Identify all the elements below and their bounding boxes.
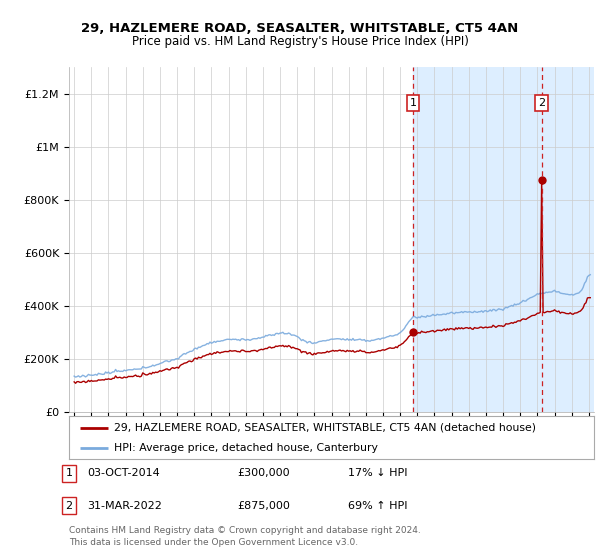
Text: £300,000: £300,000	[237, 468, 290, 478]
Text: 03-OCT-2014: 03-OCT-2014	[87, 468, 160, 478]
Text: HPI: Average price, detached house, Canterbury: HPI: Average price, detached house, Cant…	[113, 444, 377, 453]
Text: 17% ↓ HPI: 17% ↓ HPI	[348, 468, 407, 478]
Text: Contains HM Land Registry data © Crown copyright and database right 2024.: Contains HM Land Registry data © Crown c…	[69, 526, 421, 535]
Text: 31-MAR-2022: 31-MAR-2022	[87, 501, 162, 511]
Text: 29, HAZLEMERE ROAD, SEASALTER, WHITSTABLE, CT5 4AN (detached house): 29, HAZLEMERE ROAD, SEASALTER, WHITSTABL…	[113, 423, 536, 433]
Text: 29, HAZLEMERE ROAD, SEASALTER, WHITSTABLE, CT5 4AN: 29, HAZLEMERE ROAD, SEASALTER, WHITSTABL…	[82, 22, 518, 35]
Bar	[413, 67, 600, 412]
Text: £875,000: £875,000	[237, 501, 290, 511]
Text: 69% ↑ HPI: 69% ↑ HPI	[348, 501, 407, 511]
Text: 1: 1	[409, 98, 416, 108]
Text: 2: 2	[65, 501, 73, 511]
Text: 1: 1	[65, 468, 73, 478]
Text: 2: 2	[538, 98, 545, 108]
Text: This data is licensed under the Open Government Licence v3.0.: This data is licensed under the Open Gov…	[69, 538, 358, 547]
Text: Price paid vs. HM Land Registry's House Price Index (HPI): Price paid vs. HM Land Registry's House …	[131, 35, 469, 48]
